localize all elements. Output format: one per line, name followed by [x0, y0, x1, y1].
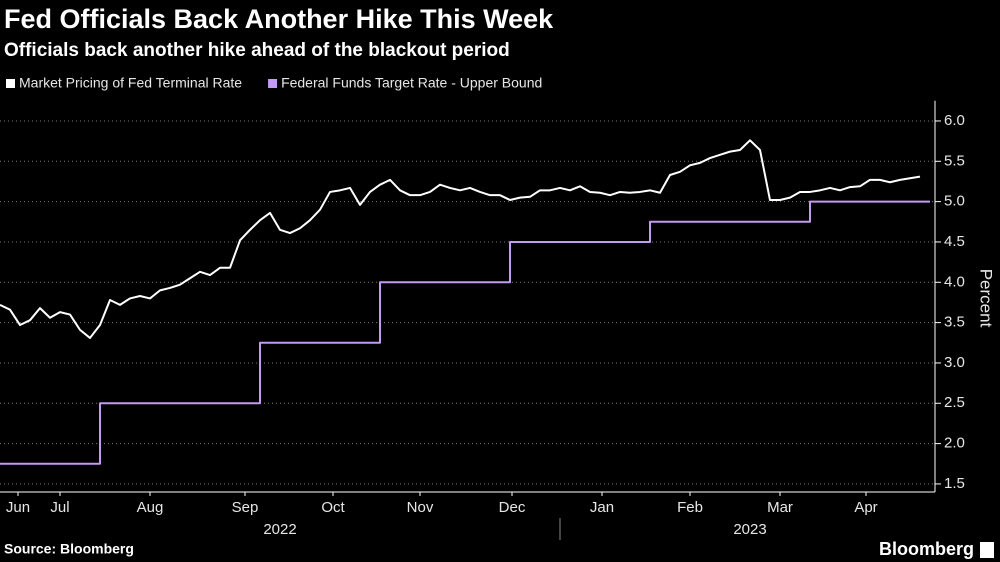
y-tick-label: 6.0 — [944, 112, 965, 129]
x-tick-label: Dec — [499, 499, 526, 516]
chart-subtitle: Officials back another hike ahead of the… — [4, 40, 510, 61]
brand: Bloomberg — [879, 539, 974, 559]
x-tick-label: Sep — [232, 499, 259, 516]
x-tick-label: Jun — [6, 499, 30, 516]
source: Source: Bloomberg — [4, 541, 134, 557]
series-line — [0, 200, 930, 465]
brand-icon — [980, 542, 994, 558]
x-year-label: 2022 — [263, 521, 296, 538]
series-line — [0, 139, 921, 339]
y-tick-label: 4.5 — [944, 233, 965, 250]
x-tick-label: Jul — [50, 499, 69, 516]
legend-swatch — [268, 79, 278, 88]
y-tick-label: 1.5 — [944, 475, 965, 492]
y-tick-label: 2.5 — [944, 394, 965, 411]
y-tick-label: 5.5 — [944, 152, 965, 169]
y-tick-label: 4.0 — [944, 273, 965, 290]
x-tick-label: Feb — [677, 499, 703, 516]
x-year-label: 2023 — [733, 521, 766, 538]
x-tick-label: Mar — [767, 499, 793, 516]
legend-label: Federal Funds Target Rate - Upper Bound — [281, 75, 542, 91]
chart-title: Fed Officials Back Another Hike This Wee… — [4, 4, 554, 34]
y-tick-label: 2.0 — [944, 435, 965, 452]
legend-swatch — [6, 79, 15, 88]
x-tick-label: Oct — [321, 499, 345, 516]
y-tick-label: 3.0 — [944, 354, 965, 371]
x-tick-label: Aug — [137, 499, 164, 516]
y-axis-label: Percent — [977, 269, 996, 328]
x-tick-label: Apr — [854, 499, 877, 516]
y-tick-label: 5.0 — [944, 193, 965, 210]
x-tick-label: Nov — [407, 499, 434, 516]
legend-label: Market Pricing of Fed Terminal Rate — [19, 75, 242, 91]
x-tick-label: Jan — [590, 499, 614, 516]
y-tick-label: 3.5 — [944, 314, 965, 331]
